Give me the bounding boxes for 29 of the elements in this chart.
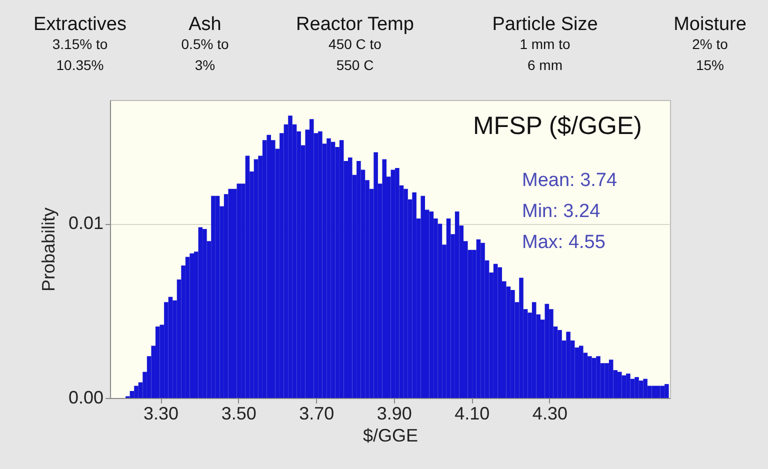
x-tick-label: 3.70: [299, 404, 334, 424]
text: 10.35%: [56, 57, 104, 73]
text: 3.15% to: [52, 36, 108, 52]
text: Moisture: [674, 14, 746, 35]
x-tick-label: 4.10: [454, 404, 490, 424]
text: MFSP ($/GGE): [472, 112, 642, 140]
annotation: Min: 3.24: [522, 201, 601, 222]
text: 450 C to: [328, 36, 382, 52]
text: 3%: [194, 57, 216, 73]
text: Extractives: [34, 14, 126, 35]
annotation: Max: 4.55: [522, 232, 606, 253]
y-axis-title: Probability: [38, 207, 58, 292]
text: 1 mm to: [520, 36, 570, 52]
text: 15%: [696, 57, 724, 73]
x-tick-label: 4.30: [532, 404, 568, 424]
x-tick-label: 3.50: [221, 404, 256, 424]
x-axis-title: $/GGE: [362, 426, 418, 446]
text: Ash: [188, 14, 222, 35]
y-tick-label: 0.01: [68, 213, 104, 234]
y-tick-label: 0.00: [68, 388, 104, 408]
text: Particle Size: [492, 14, 598, 35]
text: Reactor Temp: [296, 14, 414, 35]
x-tick-label: 3.30: [144, 404, 179, 424]
text: 2% to: [692, 36, 728, 52]
text: 550 C: [336, 57, 374, 73]
x-tick-label: 3.90: [376, 404, 412, 424]
text: 0.5% to: [181, 36, 229, 52]
annotation: Mean: 3.74: [522, 170, 618, 191]
text: 6 mm: [528, 57, 562, 73]
